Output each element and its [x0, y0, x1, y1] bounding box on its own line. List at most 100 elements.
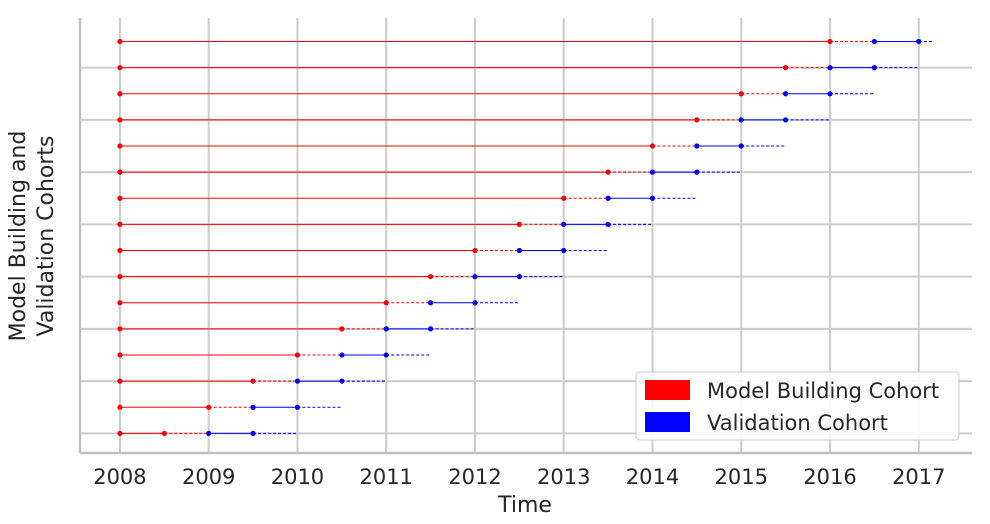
model-building-end-point [694, 117, 700, 123]
x-axis-title: Time [497, 493, 552, 518]
model-building-end-point [161, 430, 167, 437]
cohort-start-point [117, 274, 123, 280]
model-building-end-point [605, 169, 611, 175]
validation-start-point [383, 326, 389, 332]
y-axis-title-line-2: Validation Cohorts [34, 136, 59, 337]
validation-start-point [427, 300, 434, 306]
x-tick-label: 2011 [359, 465, 412, 489]
cohort-series [117, 38, 933, 437]
validation-mid-point [472, 300, 478, 306]
x-tick-label: 2017 [892, 465, 945, 489]
x-tick-label: 2010 [271, 465, 324, 489]
validation-mid-point [783, 117, 789, 123]
validation-start-point [694, 143, 700, 149]
y-axis-title-line-1: Model Building and [6, 131, 31, 342]
axes [78, 18, 972, 455]
cohort-start-point [117, 38, 123, 45]
validation-start-point [206, 430, 212, 437]
x-tick-label: 2014 [626, 465, 679, 489]
cohort-row [117, 195, 697, 201]
legend-label-model: Model Building Cohort [707, 379, 939, 403]
validation-start-point [649, 169, 656, 175]
validation-mid-point [383, 352, 389, 358]
legend: Model Building Cohort Validation Cohort [635, 371, 960, 441]
validation-start-point [339, 352, 345, 358]
cohort-start-point [117, 404, 123, 410]
cohort-row [117, 378, 387, 384]
cohort-start-point [117, 91, 123, 97]
validation-start-point [605, 195, 611, 201]
validation-mid-point [427, 326, 434, 332]
cohort-row [117, 326, 475, 332]
legend-label-validation: Validation Cohort [707, 411, 888, 435]
x-tick-label: 2008 [93, 465, 146, 489]
x-tick-label: 2016 [803, 465, 856, 489]
validation-mid-point [649, 195, 656, 201]
model-building-end-point [206, 404, 212, 410]
validation-start-point [738, 117, 744, 123]
validation-mid-point [516, 274, 522, 280]
y-axis-title: Model Building and Validation Cohorts [6, 131, 59, 342]
x-tick-label: 2009 [182, 465, 235, 489]
cohort-start-point [117, 430, 123, 437]
model-building-end-point [783, 65, 789, 71]
cohort-start-point [117, 221, 123, 227]
validation-start-point [294, 378, 301, 384]
cohort-row [117, 430, 298, 437]
legend-swatch-validation [645, 412, 690, 432]
validation-start-point [827, 65, 833, 71]
model-building-end-point [250, 378, 256, 384]
x-tick-label: 2013 [537, 465, 590, 489]
validation-mid-point [827, 91, 833, 97]
cohort-start-point [117, 300, 123, 306]
model-building-end-point [516, 221, 522, 227]
validation-start-point [472, 274, 478, 280]
validation-mid-point [561, 247, 567, 254]
validation-mid-point [250, 430, 256, 437]
validation-mid-point [294, 404, 301, 410]
cohort-start-point [117, 326, 123, 332]
validation-start-point [561, 221, 567, 227]
cohort-row [117, 247, 609, 254]
cohort-row [117, 65, 919, 71]
cohort-start-point [117, 65, 123, 71]
validation-mid-point [605, 221, 611, 227]
model-building-end-point [472, 247, 478, 254]
cohort-start-point [117, 352, 123, 358]
cohort-row [117, 221, 653, 227]
legend-frame [635, 371, 960, 441]
cohort-start-point [117, 195, 123, 201]
validation-start-point [783, 91, 789, 97]
cohort-row [117, 404, 342, 410]
x-tick-label: 2012 [448, 465, 501, 489]
cohort-start-point [117, 247, 123, 254]
cohort-start-point [117, 117, 123, 123]
cohort-row [117, 38, 933, 45]
model-building-end-point [427, 274, 434, 280]
cohort-row [117, 117, 830, 123]
model-building-end-point [294, 352, 301, 358]
validation-mid-point [339, 378, 345, 384]
cohort-row [117, 169, 742, 175]
validation-mid-point [871, 65, 877, 71]
model-building-end-point [383, 300, 389, 306]
legend-swatch-model [645, 380, 690, 400]
model-building-end-point [339, 326, 345, 332]
model-building-end-point [649, 143, 656, 149]
validation-mid-point [694, 169, 700, 175]
validation-start-point [516, 247, 522, 254]
cohort-start-point [117, 169, 123, 175]
cohort-start-point [117, 378, 123, 384]
x-tick-labels: 2008 2009 2010 2011 2012 2013 2014 2015 2016 2017 [93, 465, 945, 489]
x-tick-label: 2015 [715, 465, 768, 489]
cohort-start-point [117, 143, 123, 149]
model-building-end-point [827, 38, 833, 45]
cohort-row [117, 91, 875, 97]
model-building-end-point [561, 195, 567, 201]
validation-mid-point [738, 143, 744, 149]
cohort-row [117, 143, 786, 149]
cohort-row [117, 352, 431, 358]
model-building-end-point [738, 91, 744, 97]
validation-start-point [250, 404, 256, 410]
